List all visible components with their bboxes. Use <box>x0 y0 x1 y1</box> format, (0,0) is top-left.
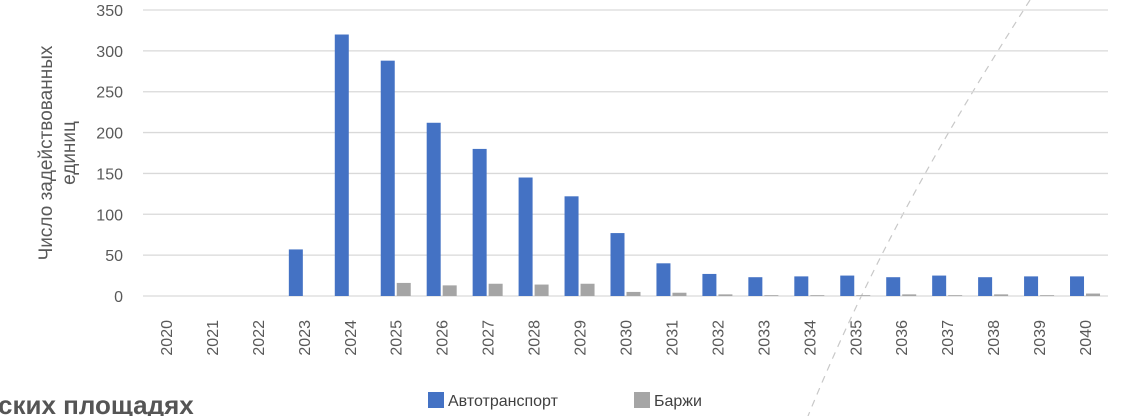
bar-autotransport <box>380 60 395 296</box>
x-tick-label: 2034 <box>802 320 819 356</box>
bar-barges <box>442 285 457 296</box>
bar-barges <box>580 283 595 296</box>
bar-barges <box>534 284 549 296</box>
bar-autotransport <box>518 177 533 296</box>
bar-autotransport <box>932 275 947 296</box>
legend-label: Автотранспорт <box>448 393 559 410</box>
background-text: ских площадях <box>0 390 194 416</box>
bar-barges <box>718 294 733 296</box>
bar-barges <box>626 291 641 296</box>
bar-autotransport <box>426 122 441 296</box>
y-tick-label: 250 <box>96 85 123 102</box>
x-tick-label: 2028 <box>527 320 544 356</box>
bar-barges <box>1040 295 1055 296</box>
y-tick-label: 0 <box>114 289 123 306</box>
bar-autotransport <box>1024 276 1039 296</box>
x-tick-label: 2040 <box>1078 320 1095 356</box>
x-tick-label: 2027 <box>481 320 498 356</box>
bar-autotransport <box>840 275 855 296</box>
x-tick-label: 2037 <box>940 320 957 356</box>
bar-autotransport <box>610 233 625 296</box>
x-tick-labels: 2020 2021 2022 2023 2024 2025 2026 2027 2028 2029… <box>159 320 1095 356</box>
y-tick-label: 300 <box>96 44 123 61</box>
bar-barges <box>488 283 503 296</box>
legend-swatch <box>634 392 650 408</box>
bar-barges <box>902 294 917 296</box>
y-axis-title: Число задействованных единиц <box>36 45 80 260</box>
y-tick-labels: 0 50 100 150 200 250 300 350 <box>96 3 123 306</box>
x-tick-label: 2023 <box>297 320 314 356</box>
x-tick-label: 2033 <box>756 320 773 356</box>
y-tick-label: 350 <box>96 3 123 20</box>
x-tick-label: 2038 <box>986 320 1003 356</box>
bar-autotransport <box>656 263 671 296</box>
bar-autotransport <box>978 277 993 296</box>
bar-barges <box>396 282 411 296</box>
bar-autotransport <box>564 196 579 296</box>
y-tick-label: 50 <box>105 248 123 265</box>
legend: Автотранспорт Баржи <box>428 392 702 410</box>
bar-barges <box>672 292 687 296</box>
y-tick-label: 150 <box>96 166 123 183</box>
bar-autotransport <box>1070 276 1085 296</box>
bar-barges <box>764 295 779 296</box>
x-tick-label: 2031 <box>664 320 681 356</box>
bar-autotransport <box>886 277 901 296</box>
bar-autotransport <box>748 277 763 296</box>
legend-label: Баржи <box>654 393 702 410</box>
bar-barges <box>994 294 1009 296</box>
dashed-arc-decoration <box>807 0 1031 416</box>
y-tick-label: 200 <box>96 126 123 143</box>
bar-barges <box>1086 293 1101 296</box>
bar-barges <box>856 295 871 296</box>
bar-autotransport <box>472 148 487 296</box>
x-tick-label: 2024 <box>343 320 360 356</box>
x-tick-label: 2022 <box>251 320 268 356</box>
x-tick-label: 2032 <box>710 320 727 356</box>
y-tick-label: 100 <box>96 207 123 224</box>
bar-autotransport <box>288 249 303 296</box>
x-tick-label: 2030 <box>619 320 636 356</box>
gridlines <box>143 9 1108 297</box>
bar-barges <box>810 295 825 296</box>
x-tick-label: 2035 <box>848 320 865 356</box>
x-tick-label: 2026 <box>435 320 452 356</box>
x-tick-label: 2020 <box>159 320 176 356</box>
bar-barges <box>948 295 963 296</box>
x-tick-label: 2039 <box>1032 320 1049 356</box>
x-tick-label: 2021 <box>205 320 222 356</box>
x-tick-label: 2025 <box>389 320 406 356</box>
x-tick-label: 2029 <box>573 320 590 356</box>
bar-autotransport <box>794 276 809 296</box>
bar-autotransport <box>702 273 717 296</box>
bar-autotransport <box>334 34 349 297</box>
legend-swatch <box>428 392 444 408</box>
x-tick-label: 2036 <box>894 320 911 356</box>
bars <box>288 34 1101 297</box>
